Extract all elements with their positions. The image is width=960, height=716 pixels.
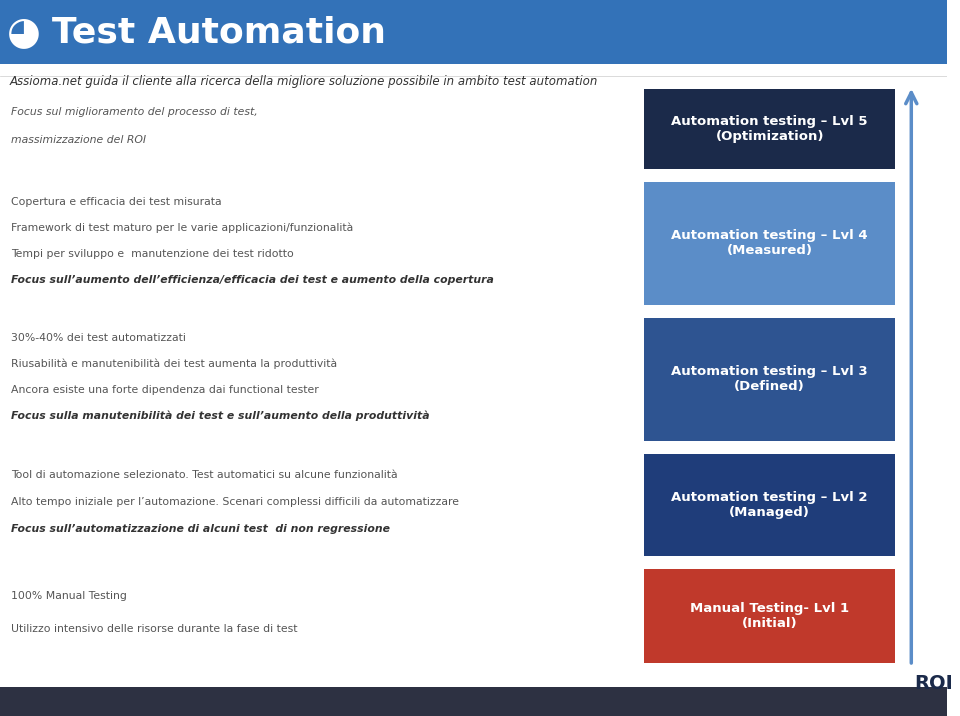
Text: Copertura e efficacia dei test misurata: Copertura e efficacia dei test misurata (12, 197, 222, 207)
FancyBboxPatch shape (644, 318, 895, 441)
Text: Automation testing – Lvl 4
(Measured): Automation testing – Lvl 4 (Measured) (671, 229, 868, 258)
Text: Utilizzo intensivo delle risorse durante la fase di test: Utilizzo intensivo delle risorse durante… (12, 624, 298, 634)
Text: Automation testing – Lvl 5
(Optimization): Automation testing – Lvl 5 (Optimization… (671, 115, 868, 143)
Text: Manual Testing- Lvl 1
(Initial): Manual Testing- Lvl 1 (Initial) (690, 601, 850, 630)
Text: massimizzazione del ROI: massimizzazione del ROI (12, 135, 147, 145)
Text: Test Automation: Test Automation (52, 15, 386, 49)
Text: Riusabilità e manutenibilità dei test aumenta la produttività: Riusabilità e manutenibilità dei test au… (12, 359, 338, 369)
Text: ◕: ◕ (7, 13, 40, 52)
FancyBboxPatch shape (0, 687, 948, 716)
FancyBboxPatch shape (644, 569, 895, 663)
Text: 100% Manual Testing: 100% Manual Testing (12, 591, 128, 601)
Text: Tempi per sviluppo e  manutenzione dei test ridotto: Tempi per sviluppo e manutenzione dei te… (12, 248, 294, 258)
FancyBboxPatch shape (644, 182, 895, 305)
Text: Tool di automazione selezionato. Test automatici su alcune funzionalità: Tool di automazione selezionato. Test au… (12, 470, 398, 480)
Text: Focus sul miglioramento del processo di test,: Focus sul miglioramento del processo di … (12, 107, 258, 117)
Text: Automation testing – Lvl 3
(Defined): Automation testing – Lvl 3 (Defined) (671, 365, 868, 394)
Text: Ancora esiste una forte dipendenza dai functional tester: Ancora esiste una forte dipendenza dai f… (12, 384, 319, 395)
FancyBboxPatch shape (0, 0, 948, 64)
Text: Focus sull’aumento dell’efficienza/efficacia dei test e aumento della copertura: Focus sull’aumento dell’efficienza/effic… (12, 274, 494, 284)
Text: Focus sull’automatizzazione di alcuni test  di non regressione: Focus sull’automatizzazione di alcuni te… (12, 524, 391, 534)
FancyBboxPatch shape (644, 454, 895, 556)
Text: Framework di test maturo per le varie applicazioni/funzionalità: Framework di test maturo per le varie ap… (12, 223, 353, 233)
Text: Assioma.net guida il cliente alla ricerca della migliore soluzione possibile in : Assioma.net guida il cliente alla ricerc… (10, 75, 598, 88)
Text: Alto tempo iniziale per l’automazione. Scenari complessi difficili da automatizz: Alto tempo iniziale per l’automazione. S… (12, 497, 460, 507)
Text: 30%-40% dei test automatizzati: 30%-40% dei test automatizzati (12, 333, 186, 343)
FancyBboxPatch shape (644, 89, 895, 169)
Text: ROI: ROI (914, 674, 953, 693)
Text: Automation testing – Lvl 2
(Managed): Automation testing – Lvl 2 (Managed) (671, 490, 868, 519)
Text: Focus sulla manutenibilità dei test e sull’aumento della produttività: Focus sulla manutenibilità dei test e su… (12, 410, 430, 421)
